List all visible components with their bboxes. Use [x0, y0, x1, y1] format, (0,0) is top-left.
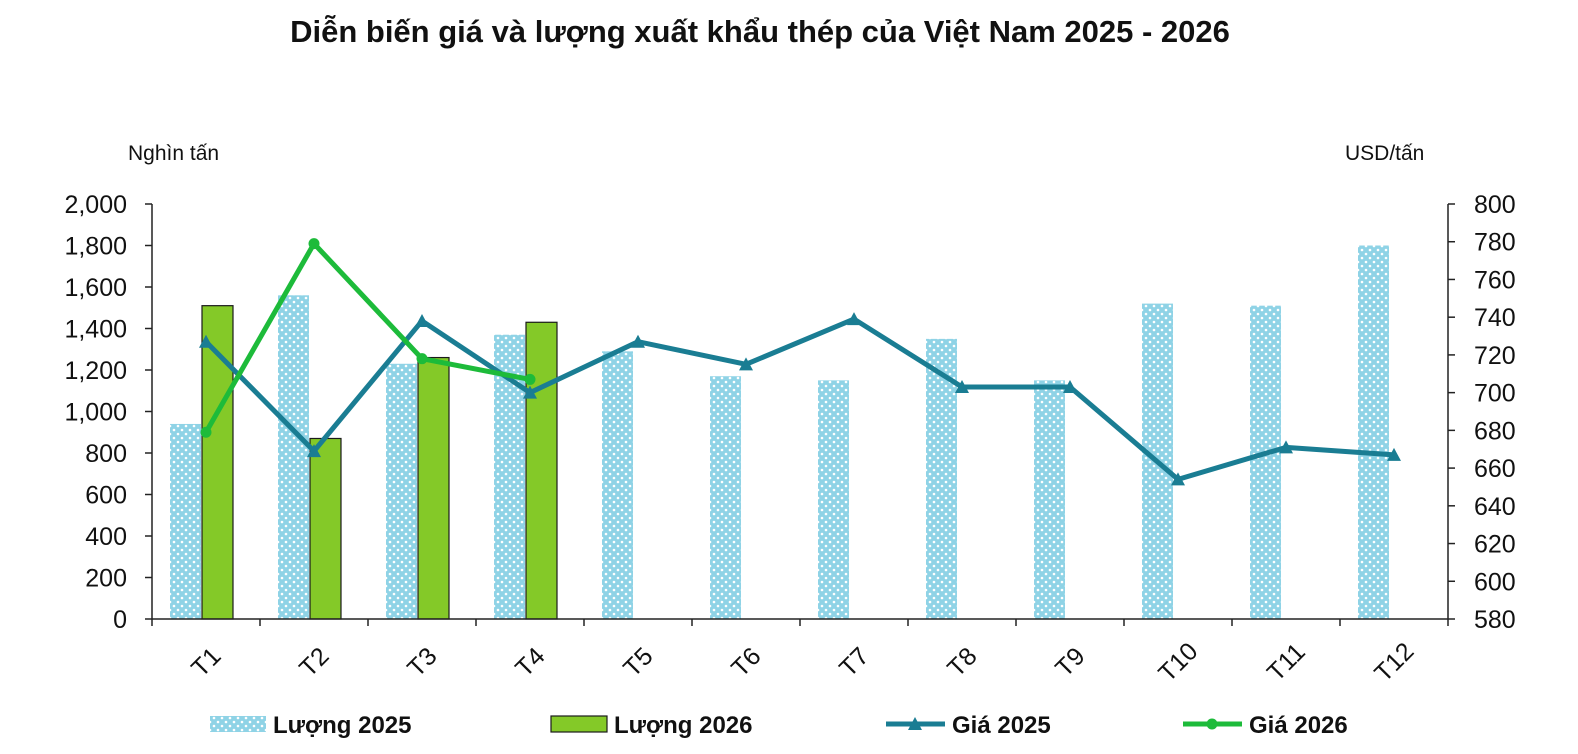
- line-Giá 2025: [204, 316, 1395, 482]
- left-tick-label: 1,400: [64, 316, 127, 344]
- bar-Lượng 2026-T2: [309, 437, 342, 620]
- point-Giá 2025-3: [523, 385, 537, 399]
- bar-Lượng 2025-T4: [494, 334, 525, 619]
- left-tick-label: 1,600: [64, 274, 127, 302]
- x-tick-label: T11: [1262, 638, 1311, 687]
- legend-label-gia-2026: Giá 2026: [1249, 712, 1348, 739]
- legend-label-gia-2025: Giá 2025: [952, 712, 1051, 739]
- point-Giá 2026-3: [524, 373, 536, 385]
- right-tick-label: 780: [1474, 229, 1516, 257]
- right-tick-label: 600: [1474, 568, 1516, 596]
- chart-title: Diễn biến giá và lượng xuất khẩu thép củ…: [290, 14, 1230, 49]
- point-Giá 2026-0: [200, 426, 212, 438]
- left-tick-label: 0: [113, 606, 127, 634]
- bar-Lượng 2025-T6: [710, 376, 741, 619]
- left-tick-label: 800: [85, 440, 127, 468]
- legend-label-luong-2025: Lượng 2025: [273, 712, 411, 739]
- x-tick-label: T6: [726, 642, 766, 682]
- point-Giá 2025-1: [307, 444, 321, 458]
- point-Giá 2025-10: [1279, 440, 1293, 454]
- right-axis-unit-label: USD/tấn: [1345, 142, 1424, 165]
- legend-marker-gia-2025: [908, 717, 922, 730]
- bar-Lượng 2026-T3: [417, 356, 450, 620]
- left-tick-label: 1,800: [64, 233, 127, 261]
- point-Giá 2025-8: [1063, 379, 1077, 393]
- x-tick-label: T4: [510, 642, 550, 682]
- bar-Lượng 2025-T7: [818, 380, 849, 619]
- x-tick-label: T10: [1153, 637, 1203, 687]
- left-tick-label: 1,000: [64, 399, 127, 427]
- right-tick-label: 640: [1474, 493, 1516, 521]
- left-axis-unit-label: Nghìn tấn: [128, 142, 219, 165]
- bar-Lượng 2025-T11: [1250, 305, 1281, 619]
- right-tick-label: 740: [1474, 304, 1516, 332]
- right-tick-label: 660: [1474, 455, 1516, 483]
- bar-Lượng 2026-T4: [525, 321, 558, 620]
- lines-layer: [199, 238, 1401, 486]
- legend-swatch-luong-2025: [210, 716, 266, 732]
- left-tick-label: 2,000: [64, 191, 127, 219]
- bars-layer: [170, 245, 1389, 620]
- left-tick-label: 1,200: [64, 357, 127, 385]
- bar-Lượng 2025-T9: [1034, 380, 1065, 619]
- bar-Lượng 2026-T1: [201, 305, 234, 620]
- legend-marker-gia-2026: [1206, 718, 1218, 730]
- point-Giá 2025-7: [955, 379, 969, 393]
- x-tick-label: T3: [402, 642, 442, 682]
- point-Giá 2025-4: [631, 334, 645, 348]
- right-tick-label: 700: [1474, 380, 1516, 408]
- point-Giá 2025-0: [199, 334, 213, 348]
- point-Giá 2025-5: [739, 357, 753, 371]
- point-Giá 2025-2: [415, 313, 429, 327]
- legend: Lượng 2025 Lượng 2026 Giá 2025 Giá 2026: [210, 712, 1348, 739]
- x-tick-label: T8: [942, 642, 982, 682]
- x-tick-label: T1: [186, 642, 226, 682]
- bar-Lượng 2025-T12: [1358, 245, 1389, 619]
- x-tick-label: T7: [834, 642, 874, 682]
- x-tick-label: T9: [1050, 642, 1090, 682]
- x-tick-label: T5: [618, 642, 658, 682]
- bar-Lượng 2025-T1: [170, 423, 201, 619]
- point-Giá 2025-9: [1171, 472, 1185, 486]
- right-tick-label: 760: [1474, 266, 1516, 294]
- legend-label-luong-2026: Lượng 2026: [614, 712, 752, 739]
- legend-swatch-luong-2026: [550, 715, 608, 733]
- bar-Lượng 2025-T3: [386, 363, 417, 619]
- left-tick-label: 600: [85, 482, 127, 510]
- left-tick-label: 400: [85, 523, 127, 551]
- point-Giá 2025-11: [1387, 447, 1401, 461]
- right-tick-label: 720: [1474, 342, 1516, 370]
- x-tick-label: T12: [1369, 637, 1419, 687]
- point-Giá 2026-1: [308, 238, 320, 250]
- right-tick-label: 580: [1474, 606, 1516, 634]
- right-tick-label: 620: [1474, 531, 1516, 559]
- point-Giá 2026-2: [416, 353, 428, 365]
- point-Giá 2025-6: [847, 312, 861, 326]
- line-Giá 2026: [203, 241, 531, 434]
- bar-Lượng 2025-T2: [278, 295, 309, 619]
- right-tick-label: 680: [1474, 417, 1516, 445]
- bar-Lượng 2025-T5: [602, 351, 633, 619]
- left-tick-label: 200: [85, 565, 127, 593]
- right-tick-label: 800: [1474, 191, 1516, 219]
- bar-Lượng 2025-T8: [926, 338, 957, 619]
- x-tick-label: T2: [294, 642, 334, 682]
